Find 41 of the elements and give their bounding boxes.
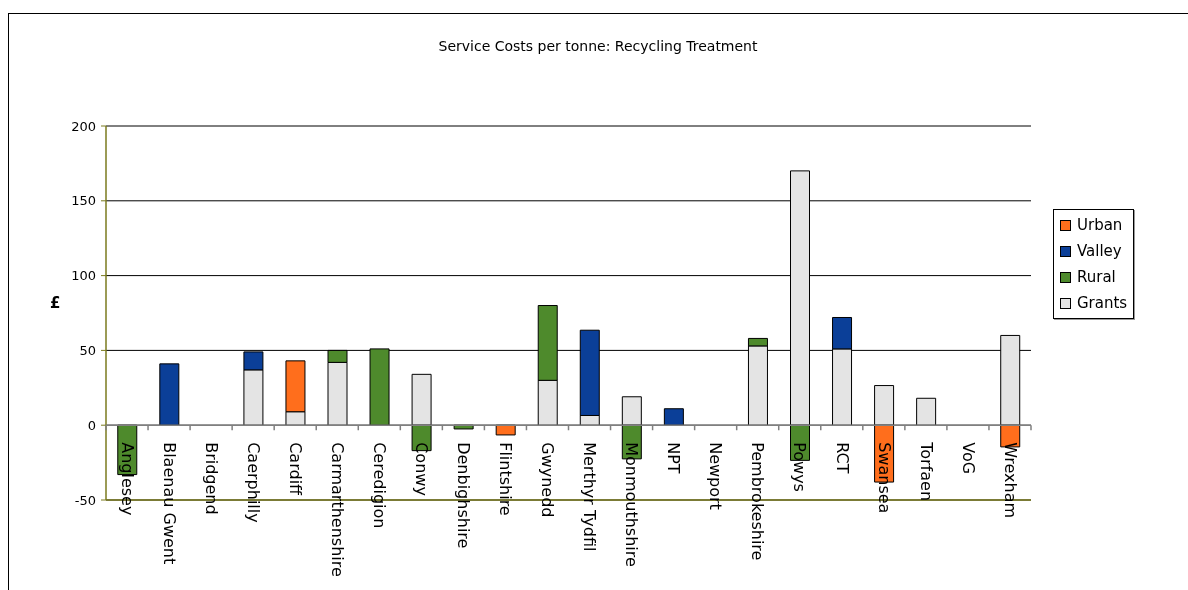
y-tick-label: 150 — [71, 193, 96, 209]
x-tick-label: VoG — [958, 442, 978, 475]
x-tick-label: Swansea — [874, 442, 894, 514]
bar — [663, 408, 684, 426]
x-tick-label: Gwynedd — [538, 442, 558, 518]
bar — [159, 363, 180, 426]
x-tick-label: Blaenau Gwent — [159, 442, 179, 565]
x-tick-label: Caerphilly — [243, 442, 263, 523]
x-tick-label: Cardiff — [285, 442, 305, 497]
x-tick-label: Conwy — [412, 442, 432, 496]
x-tick-label: Carmarthenshire — [327, 442, 347, 577]
chart-title: Service Costs per tonne: Recycling Treatment — [437, 38, 759, 54]
x-tick-label: Powys — [790, 442, 810, 492]
legend-label: Rural — [1077, 268, 1116, 286]
y-tick-label: 200 — [71, 118, 96, 134]
x-tick-label: Ceredigion — [370, 442, 390, 529]
bar — [874, 385, 895, 426]
y-tick-label: -50 — [74, 492, 96, 508]
x-tick-label: Monmouthshire — [622, 442, 642, 567]
bar — [621, 396, 642, 426]
y-tick-label: 50 — [79, 343, 96, 359]
legend-label: Grants — [1077, 294, 1128, 312]
x-tick-label: Flintshire — [496, 442, 516, 516]
x-tick-label: Denbighshire — [454, 442, 474, 549]
legend-label: Valley — [1077, 242, 1122, 260]
x-tick-label: Merthyr Tydfil — [580, 442, 600, 552]
x-tick-label: NPT — [664, 442, 684, 474]
x-tick-label: Pembrokeshire — [748, 442, 768, 561]
x-tick-label: Wrexham — [1000, 442, 1020, 519]
x-tick-label: Anglesey — [117, 442, 137, 516]
legend-label: Urban — [1077, 216, 1123, 234]
bar — [495, 424, 516, 436]
y-axis-title: £ — [50, 294, 61, 312]
y-tick-label: 100 — [71, 268, 96, 284]
bar — [916, 397, 937, 426]
x-tick-label: RCT — [832, 442, 852, 474]
x-tick-label: Bridgend — [201, 442, 221, 515]
x-tick-label: Torfaen — [916, 441, 936, 502]
x-tick-label: Newport — [706, 442, 726, 510]
y-tick-label: 0 — [87, 417, 96, 433]
bar — [411, 373, 432, 426]
